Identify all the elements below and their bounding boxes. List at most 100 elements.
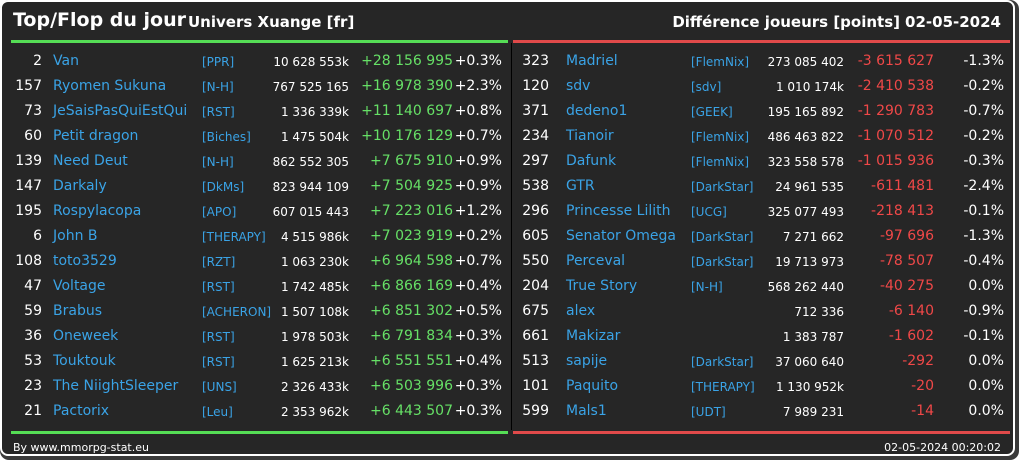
- guild-tag-link[interactable]: [UCG]: [691, 205, 727, 219]
- flop-row: 204 True Story [N-H] 568 262 440 -40 275 0.0%: [513, 274, 1015, 299]
- player-name-link[interactable]: toto3529: [53, 253, 117, 269]
- player-name-link[interactable]: John B: [53, 228, 98, 244]
- player-name-link[interactable]: Princesse Lilith: [566, 203, 671, 219]
- player-score: 24 961 535: [775, 180, 844, 194]
- player-score: 325 077 493: [767, 205, 844, 219]
- top-row: 195 Rospylacopa [APO] 607 015 443 +7 223 016…: [2, 199, 510, 224]
- player-name-link[interactable]: True Story: [566, 278, 638, 294]
- percent-change: +0.3%: [454, 403, 502, 419]
- player-name-link[interactable]: sdv: [566, 78, 591, 94]
- guild-tag-link[interactable]: [PPR]: [202, 55, 235, 69]
- percent-change: +0.9%: [454, 153, 502, 169]
- player-name-link[interactable]: sapije: [566, 353, 608, 369]
- top-losers-list: 323 Madriel [FlemNix] 273 085 402 -3 615 627…: [513, 49, 1015, 424]
- guild-tag-link[interactable]: [Biches]: [202, 130, 251, 144]
- percent-change: 0.0%: [968, 278, 1004, 294]
- player-score: 1 475 504k: [280, 130, 349, 144]
- player-name-link[interactable]: alex: [566, 303, 596, 319]
- guild-tag-link[interactable]: [DarkStar]: [691, 355, 754, 369]
- guild-tag-link[interactable]: [sdv]: [691, 80, 722, 94]
- player-rank: 59: [24, 303, 42, 319]
- player-name-link[interactable]: JeSaisPasQuiEstQui: [53, 103, 188, 119]
- guild-tag-link[interactable]: [UDT]: [691, 405, 726, 419]
- player-name-link[interactable]: Pactorix: [53, 403, 110, 419]
- column-divider: [511, 43, 512, 430]
- score-difference: -3 615 627: [857, 53, 934, 69]
- score-difference: +11 140 697: [361, 103, 453, 119]
- player-name-link[interactable]: dedeno1: [566, 103, 628, 119]
- player-score: 323 558 578: [767, 155, 844, 169]
- player-name-link[interactable]: Ryomen Sukuna: [53, 78, 167, 94]
- flop-row: 323 Madriel [FlemNix] 273 085 402 -3 615 627…: [513, 49, 1015, 74]
- guild-tag-link[interactable]: [N-H]: [202, 80, 234, 94]
- player-name-link[interactable]: Paquito: [566, 378, 619, 394]
- guild-tag-link[interactable]: [ACHERON]: [202, 305, 272, 319]
- player-rank: 73: [24, 103, 42, 119]
- flop-row: 371 dedeno1 [GEEK] 195 165 892 -1 290 783 -0.…: [513, 99, 1015, 124]
- top-row: 157 Ryomen Sukuna [N-H] 767 525 165 +16 978 …: [2, 74, 510, 99]
- player-rank: 513: [522, 353, 549, 369]
- top-row: 36 Oneweek [RST] 1 978 503k +6 791 834 +0.3%: [2, 324, 510, 349]
- player-name-link[interactable]: Makizar: [566, 328, 621, 344]
- player-rank: 108: [15, 253, 42, 269]
- guild-tag-link[interactable]: [APO]: [202, 205, 237, 219]
- player-name-link[interactable]: Perceval: [566, 253, 626, 269]
- score-difference: +6 964 598: [370, 253, 453, 269]
- player-name-link[interactable]: Touktouk: [53, 353, 116, 369]
- score-difference: +7 223 016: [370, 203, 453, 219]
- player-rank: 6: [33, 228, 42, 244]
- guild-tag-link[interactable]: [GEEK]: [691, 105, 733, 119]
- player-name-link[interactable]: Senator Omega: [566, 228, 676, 244]
- guild-tag-link[interactable]: [Leu]: [202, 405, 233, 419]
- score-difference: -292: [902, 353, 934, 369]
- guild-tag-link[interactable]: [UNS]: [202, 380, 237, 394]
- guild-tag-link[interactable]: [RST]: [202, 280, 235, 294]
- guild-tag-link[interactable]: [DkMs]: [202, 180, 245, 194]
- guild-tag-link[interactable]: [N-H]: [202, 155, 234, 169]
- player-rank: 139: [15, 153, 42, 169]
- player-name-link[interactable]: Rospylacopa: [53, 203, 142, 219]
- flop-row: 538 GTR [DarkStar] 24 961 535 -611 481 -2.4%: [513, 174, 1015, 199]
- player-name-link[interactable]: Tianoir: [566, 128, 614, 144]
- player-score: 767 525 165: [272, 80, 349, 94]
- score-difference: -97 696: [879, 228, 934, 244]
- guild-tag-link[interactable]: [THERAPY]: [202, 230, 266, 244]
- score-difference: +6 551 551: [370, 353, 453, 369]
- player-score: 7 271 662: [782, 230, 844, 244]
- guild-tag-link[interactable]: [DarkStar]: [691, 230, 754, 244]
- player-name-link[interactable]: GTR: [566, 178, 595, 194]
- guild-tag-link[interactable]: [FlemNix]: [691, 155, 750, 169]
- score-difference: +7 675 910: [370, 153, 453, 169]
- player-name-link[interactable]: Darkaly: [53, 178, 107, 194]
- player-score: 1 625 213k: [280, 355, 349, 369]
- score-difference: -14: [911, 403, 934, 419]
- guild-tag-link[interactable]: [RST]: [202, 355, 235, 369]
- player-rank: 234: [522, 128, 549, 144]
- player-name-link[interactable]: The NiightSleeper: [53, 378, 179, 394]
- guild-tag-link[interactable]: [FlemNix]: [691, 55, 750, 69]
- guild-tag-link[interactable]: [THERAPY]: [691, 380, 755, 394]
- guild-tag-link[interactable]: [RST]: [202, 105, 235, 119]
- score-difference: +7 023 919: [370, 228, 453, 244]
- player-name-link[interactable]: Oneweek: [53, 328, 119, 344]
- player-name-link[interactable]: Dafunk: [566, 153, 617, 169]
- player-name-link[interactable]: Need Deut: [53, 153, 128, 169]
- guild-tag-link[interactable]: [N-H]: [691, 280, 723, 294]
- player-name-link[interactable]: Petit dragon: [53, 128, 139, 144]
- player-name-link[interactable]: Madriel: [566, 53, 618, 69]
- guild-tag-link[interactable]: [FlemNix]: [691, 130, 750, 144]
- guild-tag-link[interactable]: [RST]: [202, 330, 235, 344]
- player-name-link[interactable]: Van: [53, 53, 79, 69]
- guild-tag-link[interactable]: [RZT]: [202, 255, 236, 269]
- top-row: 60 Petit dragon [Biches] 1 475 504k +10 176 …: [2, 124, 510, 149]
- guild-tag-link[interactable]: [DarkStar]: [691, 255, 754, 269]
- guild-tag-link[interactable]: [DarkStar]: [691, 180, 754, 194]
- top-row: 2 Van [PPR] 10 628 553k +28 156 995 +0.3%: [2, 49, 510, 74]
- score-difference: +28 156 995: [361, 53, 453, 69]
- player-name-link[interactable]: Voltage: [53, 278, 106, 294]
- player-name-link[interactable]: Mals1: [566, 403, 607, 419]
- player-rank: 195: [15, 203, 42, 219]
- player-rank: 661: [522, 328, 549, 344]
- player-name-link[interactable]: Brabus: [53, 303, 102, 319]
- flop-row: 296 Princesse Lilith [UCG] 325 077 493 -218 …: [513, 199, 1015, 224]
